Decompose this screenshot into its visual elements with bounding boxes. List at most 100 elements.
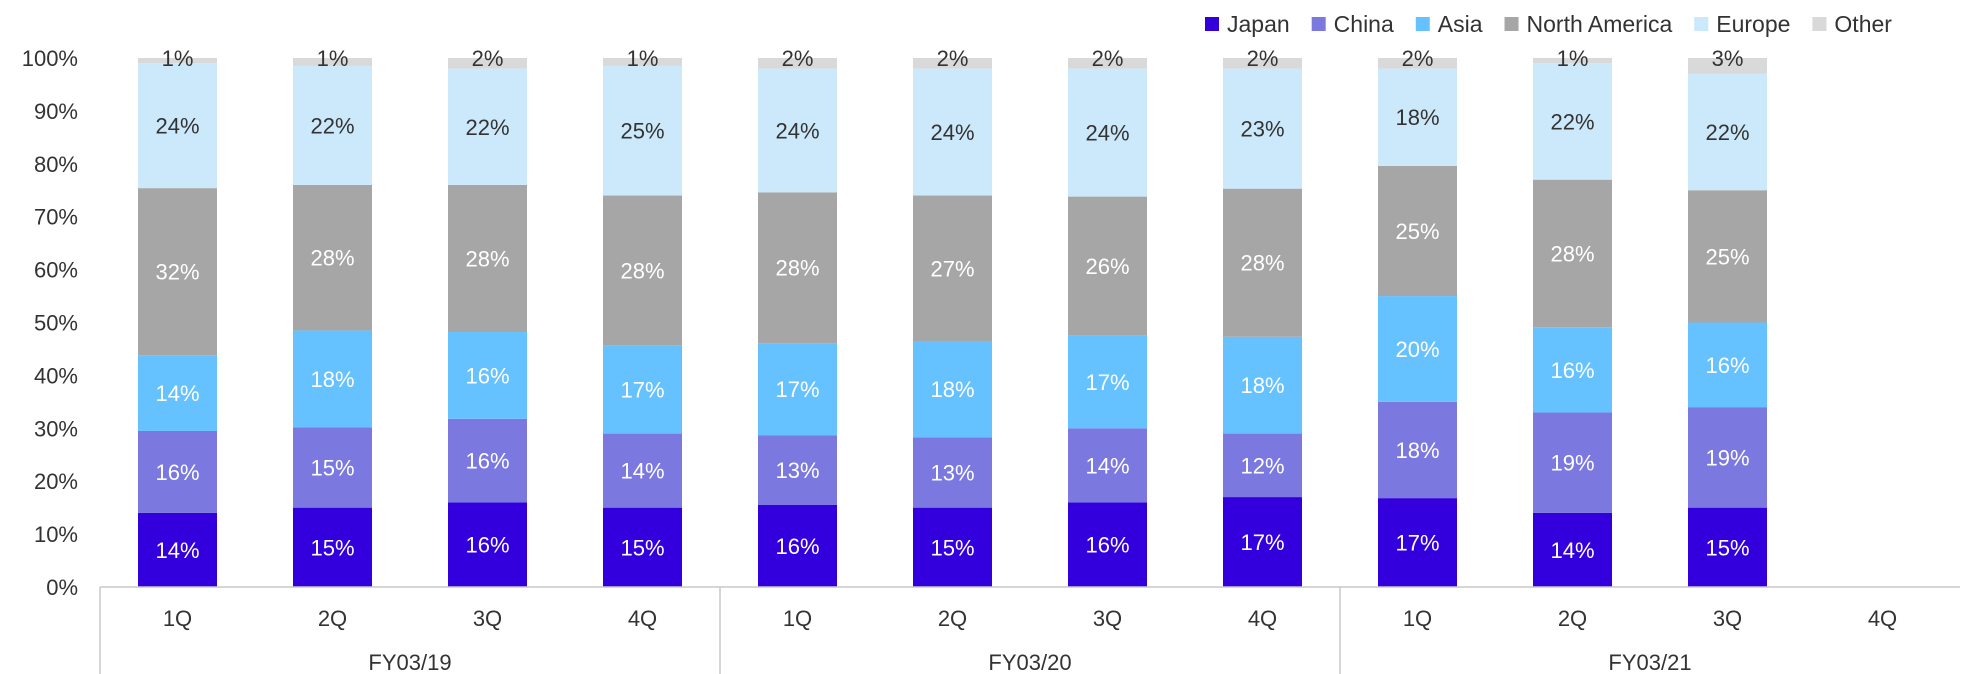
data-label: 24% [155, 114, 199, 139]
bar-segment [1688, 407, 1767, 508]
x-tick-label: 1Q [1403, 606, 1432, 631]
bar-segment [1223, 433, 1302, 498]
bar-segment [1378, 401, 1457, 499]
bar-segment [913, 58, 992, 69]
data-label: 13% [775, 458, 819, 483]
data-label: 16% [1705, 353, 1749, 378]
bar-segment [138, 58, 217, 64]
legend-swatch [1694, 17, 1709, 31]
data-label: 15% [1705, 535, 1749, 560]
y-tick-label: 100% [22, 46, 78, 71]
data-label: 14% [155, 381, 199, 406]
bar-segment [138, 188, 217, 356]
data-label: 12% [1240, 453, 1284, 478]
bar-segment [1688, 507, 1767, 587]
data-label: 26% [1085, 254, 1129, 279]
data-label: 14% [155, 538, 199, 563]
data-label: 2% [472, 46, 504, 71]
legend-swatch [1311, 17, 1326, 31]
data-label: 15% [310, 455, 354, 480]
data-label: 27% [930, 256, 974, 281]
data-label: 18% [1240, 373, 1284, 398]
legend-swatch [1504, 17, 1519, 31]
bar-segment [1378, 498, 1457, 587]
bar-segment [913, 341, 992, 438]
data-label: 28% [775, 256, 819, 281]
bar-segment [1223, 58, 1302, 69]
y-tick-label: 60% [34, 258, 78, 283]
bar-segment [448, 184, 527, 333]
bar-segment [1688, 73, 1767, 191]
bar-segment [138, 512, 217, 587]
bar-segment [138, 63, 217, 189]
data-label: 17% [1085, 370, 1129, 395]
bar-segment [1533, 63, 1612, 180]
data-label: 28% [1240, 251, 1284, 276]
bar-segment [448, 58, 527, 69]
bar-segment [293, 330, 372, 428]
bar-segment [448, 68, 527, 185]
data-label: 17% [1240, 530, 1284, 555]
data-label: 18% [310, 367, 354, 392]
y-tick-label: 50% [34, 311, 78, 336]
legend-swatch [1205, 17, 1219, 31]
data-label: 1% [162, 46, 194, 71]
bar-segment [1223, 68, 1302, 189]
bar-segment [1068, 68, 1147, 197]
data-label: 25% [620, 119, 664, 144]
bar-segment [1068, 335, 1147, 429]
bar-segment [293, 427, 372, 508]
x-group-label: FY03/21 [1608, 650, 1691, 674]
bar-segment [138, 430, 217, 513]
data-label: 14% [620, 459, 664, 484]
x-tick-label: 3Q [1093, 606, 1122, 631]
y-tick-label: 70% [34, 205, 78, 230]
x-tick-label: 2Q [938, 606, 967, 631]
data-label: 3% [1712, 46, 1744, 71]
data-label: 28% [1550, 241, 1594, 266]
data-label: 2% [1247, 46, 1279, 71]
legend-label: North America [1527, 11, 1673, 37]
y-tick-label: 20% [34, 469, 78, 494]
data-label: 19% [1705, 445, 1749, 470]
data-label: 23% [1240, 117, 1284, 142]
data-label: 16% [465, 533, 509, 558]
bar-segment [1688, 190, 1767, 323]
bar-segment [758, 435, 837, 506]
bar-segment [603, 433, 682, 508]
legend-label: Other [1834, 11, 1892, 37]
data-label: 2% [1402, 46, 1434, 71]
data-label: 22% [1550, 109, 1594, 134]
x-tick-label: 3Q [1713, 606, 1742, 631]
data-label: 15% [310, 535, 354, 560]
y-axis: 0% 10% 20% 30% 40% 50% 60% 70% 80% 90% 100% [22, 46, 78, 600]
x-tick-label: 3Q [473, 606, 502, 631]
bar-segment [293, 65, 372, 185]
bar-segment [293, 58, 372, 66]
data-label: 22% [465, 115, 509, 140]
bar-segment [1533, 179, 1612, 328]
bars: 14% 16% 14% 32% 24% 1% 15% 15% 18% 28% 22% 1% 16% 16%… [138, 46, 1767, 587]
bar-segment [603, 507, 682, 587]
y-tick-label: 90% [34, 99, 78, 124]
x-tick-label: 2Q [318, 606, 347, 631]
data-label: 13% [930, 460, 974, 485]
data-label: 17% [620, 378, 664, 403]
legend-label: China [1334, 11, 1394, 37]
data-label: 16% [465, 449, 509, 474]
x-tick-label: 4Q [628, 606, 657, 631]
data-label: 14% [1550, 538, 1594, 563]
bar-segment [1378, 165, 1457, 297]
legend-swatch [1415, 17, 1430, 31]
x-group-label: FY03/19 [368, 650, 451, 674]
data-label: 18% [930, 377, 974, 402]
data-label: 17% [775, 377, 819, 402]
data-label: 17% [1395, 531, 1439, 556]
x-tick-label: 4Q [1248, 606, 1277, 631]
bar-segment [1068, 196, 1147, 336]
y-tick-label: 10% [34, 522, 78, 547]
data-label: 1% [1557, 46, 1589, 71]
y-tick-label: 0% [46, 575, 78, 600]
bar-segment [1378, 68, 1457, 166]
data-label: 1% [317, 46, 349, 71]
